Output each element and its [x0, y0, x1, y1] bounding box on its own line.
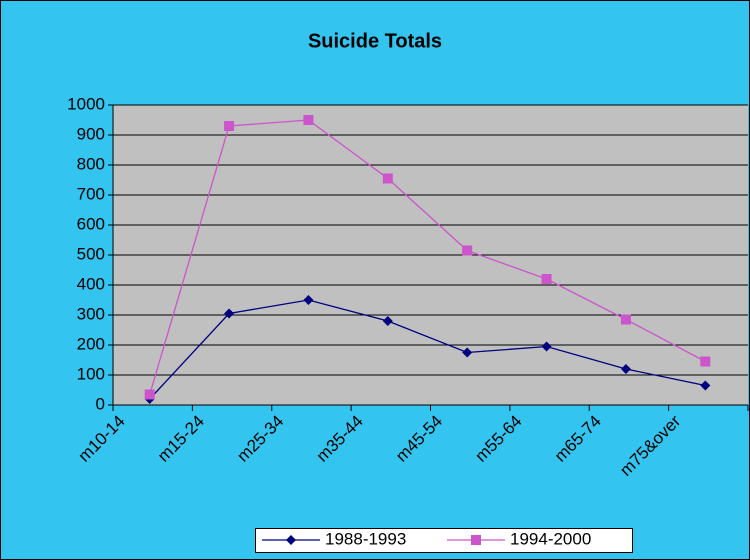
marker — [462, 245, 473, 256]
series-line — [149, 119, 706, 395]
y-tick-label: 500 — [77, 244, 105, 263]
y-tick-label: 100 — [77, 364, 105, 383]
marker — [224, 121, 235, 131]
marker — [700, 380, 711, 391]
marker — [541, 341, 552, 352]
marker — [471, 535, 481, 545]
marker — [541, 274, 552, 284]
marker — [620, 364, 631, 374]
chart-title: Suicide Totals — [308, 30, 442, 52]
marker — [700, 356, 711, 367]
marker — [382, 316, 393, 326]
y-tick-label: 600 — [77, 214, 105, 233]
y-tick-label: 1000 — [67, 94, 105, 113]
marker — [224, 308, 235, 319]
y-tick-label: 0 — [96, 394, 105, 413]
y-tick-label: 800 — [77, 154, 105, 173]
legend-label: 1994-2000 — [510, 529, 591, 548]
legend-label: 1988-1993 — [325, 529, 406, 548]
marker — [303, 295, 314, 305]
y-tick-label: 900 — [77, 124, 105, 143]
marker — [620, 314, 631, 325]
marker — [286, 535, 296, 545]
marker — [303, 115, 314, 125]
marker — [382, 173, 393, 184]
marker — [462, 347, 473, 358]
marker — [144, 389, 155, 400]
y-tick-label: 300 — [77, 304, 105, 323]
y-tick-label: 400 — [77, 274, 105, 293]
y-tick-label: 200 — [77, 334, 105, 353]
legend: 1988-1993 1994-2000 — [255, 528, 633, 553]
y-tick-label: 700 — [77, 184, 105, 203]
series-line — [149, 299, 706, 400]
